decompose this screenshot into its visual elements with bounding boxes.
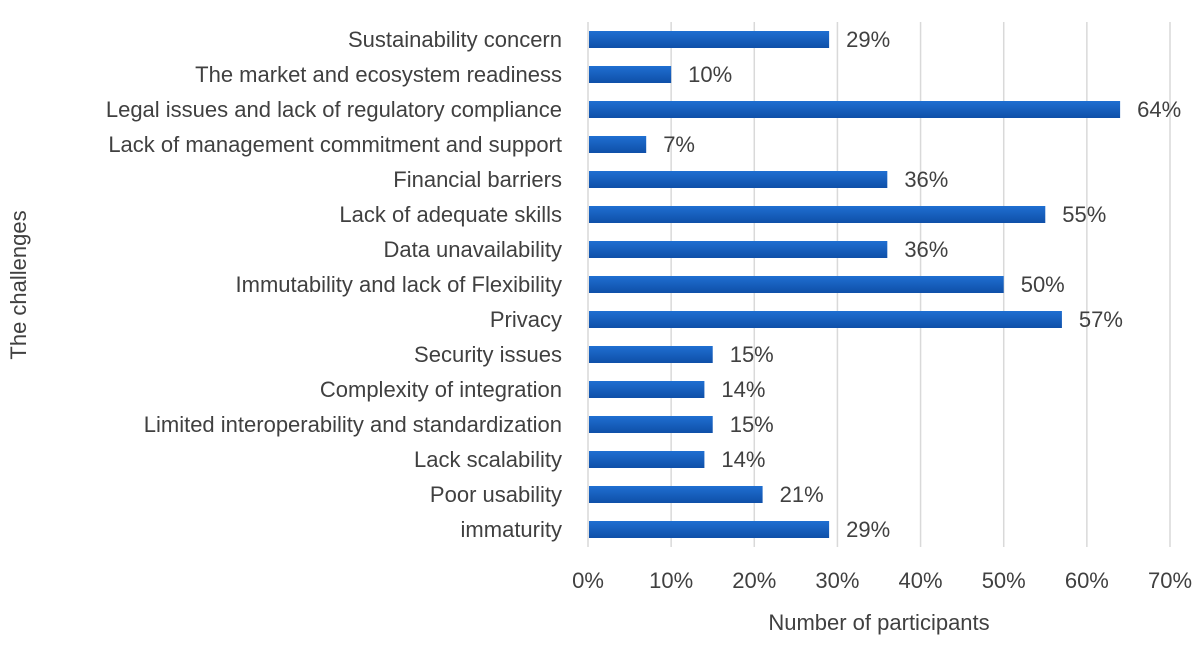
value-label: 10%	[688, 62, 732, 87]
x-tick-label: 10%	[649, 568, 693, 593]
x-tick-label: 60%	[1065, 568, 1109, 593]
bar	[589, 451, 705, 468]
value-label: 15%	[730, 412, 774, 437]
value-label: 29%	[846, 27, 890, 52]
category-label: The market and ecosystem readiness	[195, 62, 562, 87]
value-label: 14%	[721, 447, 765, 472]
bar	[589, 101, 1121, 118]
category-label: Immutability and lack of Flexibility	[236, 272, 562, 297]
category-label: Privacy	[490, 307, 562, 332]
x-axis-title: Number of participants	[768, 610, 989, 635]
x-tick-label: 50%	[982, 568, 1026, 593]
value-label: 36%	[904, 237, 948, 262]
value-label: 29%	[846, 517, 890, 542]
bar	[589, 311, 1062, 328]
value-label: 57%	[1079, 307, 1123, 332]
bar	[589, 31, 830, 48]
category-label: Complexity of integration	[320, 377, 562, 402]
category-label: Lack scalability	[414, 447, 562, 472]
category-label: immaturity	[461, 517, 562, 542]
category-label: Poor usability	[430, 482, 562, 507]
x-tick-label: 70%	[1148, 568, 1192, 593]
category-label: Financial barriers	[393, 167, 562, 192]
category-label: Limited interoperability and standardiza…	[144, 412, 562, 437]
bar	[589, 66, 672, 83]
x-tick-label: 20%	[732, 568, 776, 593]
category-label: Legal issues and lack of regulatory comp…	[106, 97, 562, 122]
category-label: Lack of management commitment and suppor…	[108, 132, 562, 157]
x-tick-label: 40%	[899, 568, 943, 593]
bar	[589, 276, 1004, 293]
bar	[589, 521, 830, 538]
bar	[589, 171, 888, 188]
bar	[589, 206, 1046, 223]
bar	[589, 381, 705, 398]
bar	[589, 416, 713, 433]
bar	[589, 346, 713, 363]
y-axis-title: The challenges	[6, 210, 31, 359]
bar-layer	[589, 31, 1121, 538]
value-label: 50%	[1021, 272, 1065, 297]
x-tick-label: 30%	[815, 568, 859, 593]
value-label: 15%	[730, 342, 774, 367]
value-label: 7%	[663, 132, 695, 157]
value-label: 55%	[1062, 202, 1106, 227]
bar	[589, 486, 763, 503]
bar	[589, 136, 647, 153]
category-label: Sustainability concern	[348, 27, 562, 52]
label-layer: Sustainability concern 29% The market and …	[106, 27, 1181, 542]
value-label: 21%	[780, 482, 824, 507]
category-label: Lack of adequate skills	[339, 202, 562, 227]
x-tick-layer: 0% 10% 20% 30% 40% 50% 60% 70%	[572, 568, 1192, 593]
value-label: 64%	[1137, 97, 1181, 122]
category-label: Security issues	[414, 342, 562, 367]
category-label: Data unavailability	[383, 237, 562, 262]
x-tick-label: 0%	[572, 568, 604, 593]
value-label: 36%	[904, 167, 948, 192]
bar	[589, 241, 888, 258]
value-label: 14%	[721, 377, 765, 402]
